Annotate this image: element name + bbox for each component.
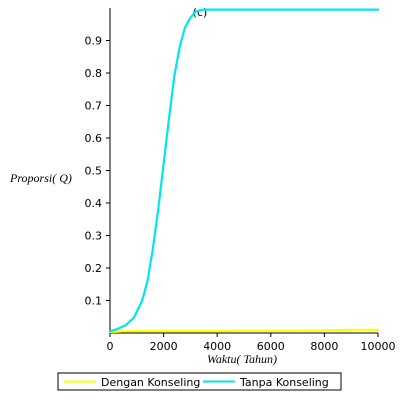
y-tick-label: 0.9 xyxy=(85,35,103,48)
series-layer xyxy=(108,8,380,334)
y-tick-label: 0.5 xyxy=(85,165,103,178)
legend-label-tanpa-konseling: Tanpa Konseling xyxy=(239,376,329,389)
x-tick-label: 0 xyxy=(107,340,114,353)
y-tick-label: 0.7 xyxy=(85,100,103,113)
y-tick-label: 0.8 xyxy=(85,67,103,80)
axes xyxy=(109,8,378,334)
legend-label-dengan-konseling: Dengan Konseling xyxy=(101,376,200,389)
x-axis-title: Waktu( Tahun) xyxy=(207,352,277,366)
series-line-dengan-konseling xyxy=(108,328,380,334)
legend: Dengan Konseling Tanpa Konseling xyxy=(57,372,342,391)
x-tick-label: 4000 xyxy=(203,340,231,353)
y-axis-title: Proporsi( Q) xyxy=(9,171,72,185)
x-tick-label: 8000 xyxy=(310,340,338,353)
x-tick-label: 6000 xyxy=(257,340,285,353)
y-axis-ticks: 0.1 0.2 0.3 0.4 0.5 0.6 0.7 0.8 0.9 xyxy=(85,35,110,308)
legend-box xyxy=(57,372,342,391)
series-line-tanpa-konseling xyxy=(108,8,380,333)
x-axis-ticks: 0 2000 4000 6000 8000 10000 xyxy=(107,333,396,353)
y-tick-label: 0.1 xyxy=(85,295,103,308)
y-tick-label: 0.3 xyxy=(85,230,103,243)
y-tick-label: 0.6 xyxy=(85,132,103,145)
y-tick-label: 0.4 xyxy=(85,197,103,210)
y-tick-label: 0.2 xyxy=(85,262,103,275)
x-tick-label: 10000 xyxy=(361,340,396,353)
x-tick-label: 2000 xyxy=(150,340,178,353)
